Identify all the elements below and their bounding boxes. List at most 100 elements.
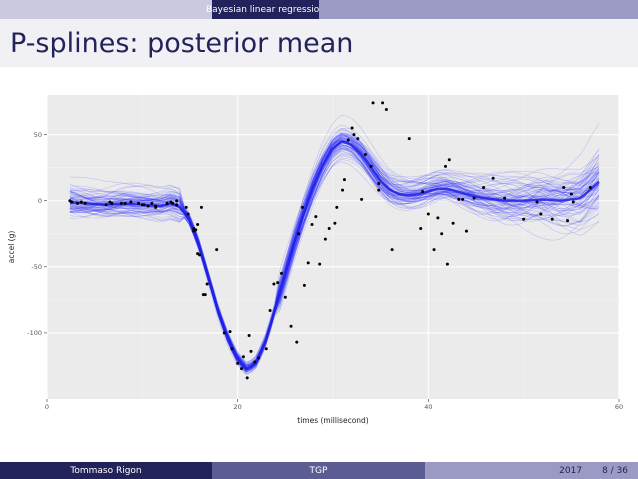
observation-point xyxy=(318,262,322,266)
observation-point xyxy=(377,182,381,186)
observation-point xyxy=(384,108,388,112)
observation-point xyxy=(184,205,188,209)
posterior-draw-curve xyxy=(69,124,600,370)
observation-point xyxy=(194,228,198,232)
observation-point xyxy=(419,226,423,230)
observation-point xyxy=(566,219,570,223)
observation-point xyxy=(491,176,495,180)
posterior-draw-curve xyxy=(69,137,600,370)
posterior-draw-curve xyxy=(69,134,600,368)
posterior-draw-curve xyxy=(69,137,600,371)
posterior-draw-curve xyxy=(69,140,600,371)
observation-point xyxy=(341,188,345,192)
observation-point xyxy=(123,201,127,205)
observation-point xyxy=(426,212,430,216)
observation-point xyxy=(440,232,444,236)
posterior-draw-curve xyxy=(69,145,600,372)
observation-point xyxy=(562,186,566,190)
y-axis-title: accel (g) xyxy=(7,231,16,264)
observation-point xyxy=(222,331,226,335)
observation-point xyxy=(249,349,253,353)
observation-point xyxy=(482,186,486,190)
observation-point xyxy=(369,164,373,168)
observation-point xyxy=(154,205,158,209)
observation-point xyxy=(205,282,209,286)
posterior-draw-curve xyxy=(69,140,600,371)
observation-point xyxy=(333,221,337,225)
observation-point xyxy=(327,226,331,230)
grid-major xyxy=(46,95,620,399)
nav-bar-left-segment xyxy=(0,0,212,19)
observation-point xyxy=(451,221,455,225)
observation-point xyxy=(381,101,385,105)
posterior-draw-curve xyxy=(69,139,600,371)
x-axis-title: times (millisecond) xyxy=(297,416,369,425)
observations xyxy=(68,101,592,380)
posterior-draw-curve xyxy=(69,133,600,373)
observation-point xyxy=(522,217,526,221)
footer-page-number: 8 / 36 xyxy=(602,465,628,476)
observation-point xyxy=(443,164,447,168)
observation-point xyxy=(142,203,146,207)
observation-point xyxy=(421,189,425,193)
section-navigation-bar: Bayesian linear regression xyxy=(0,0,638,19)
posterior-draw-curve xyxy=(69,148,600,368)
x-tick-label: 40 xyxy=(424,403,432,411)
posterior-draw-curve xyxy=(69,149,600,369)
observation-point xyxy=(342,178,346,182)
footer-year: 2017 xyxy=(559,465,583,476)
posterior-draw-curve xyxy=(69,153,600,369)
observation-point xyxy=(535,200,539,204)
observation-point xyxy=(268,308,272,312)
observation-point xyxy=(335,205,339,209)
posterior-draw-curve xyxy=(69,137,600,369)
observation-point xyxy=(253,360,257,364)
observation-point xyxy=(280,271,284,275)
posterior-draw-curve xyxy=(69,146,600,370)
observation-point xyxy=(137,201,141,205)
posterior-draw-curve xyxy=(69,127,600,364)
observation-point xyxy=(186,212,190,216)
x-tick-label: 20 xyxy=(234,403,242,411)
observation-point xyxy=(436,216,440,220)
observation-point xyxy=(215,248,219,252)
observation-point xyxy=(272,282,276,286)
observation-point xyxy=(247,334,251,338)
grid-minor xyxy=(47,95,619,399)
nav-bar-right-segment xyxy=(319,0,638,19)
posterior-draw-curve xyxy=(69,147,600,369)
footer-author: Tommaso Rigon xyxy=(0,462,212,479)
observation-point xyxy=(70,200,74,204)
section-title[interactable]: Bayesian linear regression xyxy=(206,0,325,19)
posterior-draw-curve xyxy=(69,131,600,363)
observation-point xyxy=(175,199,179,203)
observation-point xyxy=(503,196,507,200)
observation-point xyxy=(371,101,375,105)
observation-point xyxy=(129,200,133,204)
posterior-draw-curve xyxy=(69,147,600,368)
slide-title-bar: P-splines: posterior mean xyxy=(0,19,638,67)
observation-point xyxy=(198,253,202,257)
posterior-draw-curve xyxy=(69,140,600,373)
posterior-draw-curve xyxy=(69,136,600,373)
y-tick-label: -50 xyxy=(31,263,42,271)
posterior-draw-curve xyxy=(69,132,600,364)
observation-point xyxy=(350,126,354,130)
observation-point xyxy=(241,355,245,359)
posterior-draw-curve xyxy=(69,137,600,370)
posterior-draw-curve xyxy=(69,140,600,368)
observation-point xyxy=(407,137,411,141)
posterior-draw-curve xyxy=(69,135,600,370)
observation-point xyxy=(283,295,287,299)
posterior-draw-curve xyxy=(69,154,600,370)
observation-point xyxy=(276,281,280,285)
posterior-draw-curve xyxy=(69,157,600,368)
observation-point xyxy=(432,248,436,252)
posterior-draw-curve xyxy=(69,134,600,366)
x-axis-ticks: 0 20 40 60 xyxy=(45,399,623,411)
posterior-draw-curve xyxy=(69,137,600,364)
posterior-draw-curve xyxy=(69,156,600,375)
posterior-draw-curve xyxy=(69,139,600,373)
observation-point xyxy=(104,203,108,207)
observation-point xyxy=(196,223,200,227)
